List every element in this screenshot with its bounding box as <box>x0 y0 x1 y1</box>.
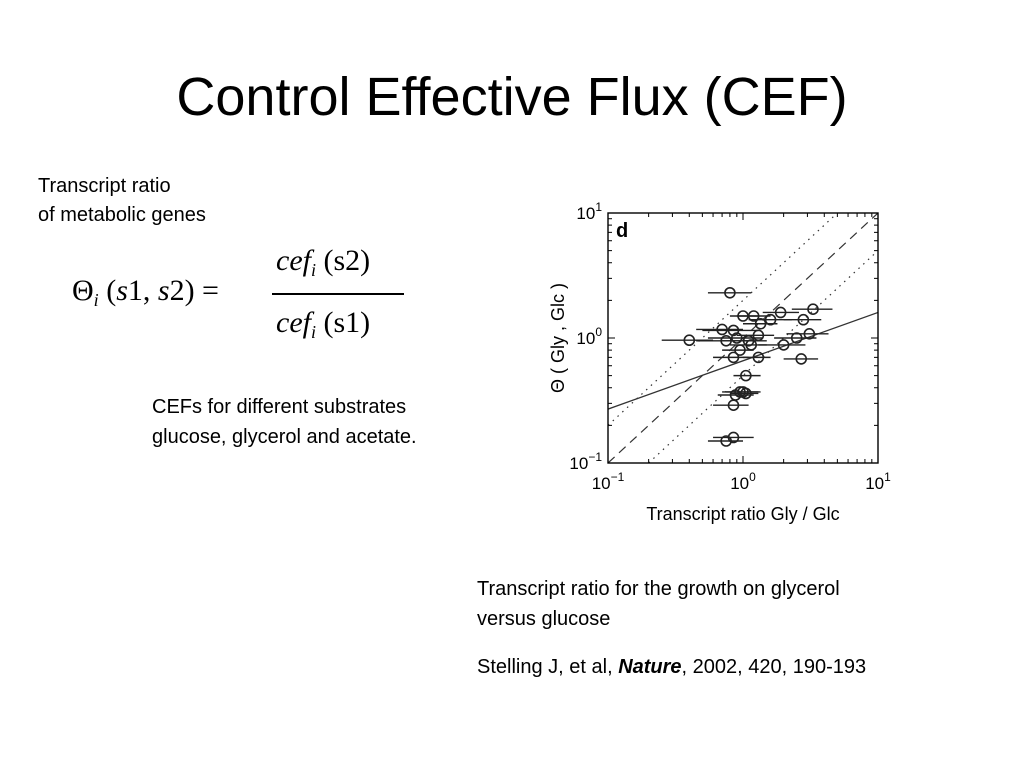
data-point <box>790 332 803 344</box>
formula-denominator: cefi (s1) <box>276 306 370 343</box>
transcript-ratio-note: Transcript ratio of metabolic genes <box>38 172 206 230</box>
data-point <box>734 344 746 356</box>
citation-journal: Nature <box>618 656 682 678</box>
data-point <box>731 332 743 344</box>
formula-args: (s1) <box>323 306 371 339</box>
formula-lhs: Θi (s1, s2) = <box>72 274 219 311</box>
formula-subscript: i <box>310 260 316 280</box>
formula-args: (s2) <box>323 244 371 277</box>
data-point <box>720 435 732 447</box>
slide-title: Control Effective Flux (CEF) <box>176 67 848 127</box>
data-point <box>807 303 819 315</box>
note-line: of metabolic genes <box>38 204 206 226</box>
data-point <box>727 351 740 364</box>
data-point <box>747 310 760 322</box>
cef-note: CEFs for different substrates glucose, g… <box>152 392 417 452</box>
formula-one: 1, <box>127 274 151 307</box>
formula-subscript: i <box>93 290 99 310</box>
chart-caption: Transcript ratio for the growth on glyce… <box>477 574 840 634</box>
fraction-bar <box>272 293 404 295</box>
panel-label: d <box>616 220 628 242</box>
data-point <box>777 339 790 351</box>
x-tick-label: 100 <box>730 470 756 493</box>
citation-suffix: , 2002, 420, 190-193 <box>681 656 867 678</box>
x-tick-label: 101 <box>865 470 891 493</box>
note-line: glucose, glycerol and acetate. <box>152 426 417 448</box>
citation-prefix: Stelling J, et al, <box>477 656 619 678</box>
formula-open-paren: ( <box>106 274 117 307</box>
data-point <box>727 399 740 412</box>
x-axis-label: Transcript ratio Gly / Glc <box>646 504 839 524</box>
data-point <box>752 351 765 364</box>
cef-scatter-chart: 10−1 100 101 10−1 100 101 Transcript ratio Gly… <box>548 200 891 524</box>
x-tick-label: 10−1 <box>592 470 625 493</box>
data-point <box>683 334 696 347</box>
data-point <box>774 306 787 319</box>
data-point <box>740 369 752 382</box>
caption-line: Transcript ratio for the growth on glyce… <box>477 578 840 600</box>
formula-numerator: cefi (s2) <box>276 244 370 281</box>
y-tick-label: 101 <box>576 200 602 223</box>
data-point <box>754 317 767 330</box>
note-line: Transcript ratio <box>38 175 171 197</box>
solid-reference-line <box>608 311 878 410</box>
dotted-reference-line <box>608 213 838 426</box>
data-point <box>797 313 810 326</box>
data-point <box>764 313 777 326</box>
data-point <box>716 323 728 336</box>
data-point <box>795 353 808 365</box>
y-tick-label: 100 <box>576 325 602 348</box>
formula-subscript: i <box>310 322 316 342</box>
citation: Stelling J, et al, Nature, 2002, 420, 19… <box>477 652 866 682</box>
formula-cef: cef <box>276 306 311 339</box>
data-point <box>803 328 816 340</box>
y-axis-label: Θ ( Gly , Glc ) <box>548 283 568 393</box>
formula-two-equals: 2) = <box>169 274 219 307</box>
data-point <box>724 286 736 299</box>
formula-s: s <box>116 274 128 307</box>
formula-theta: Θ <box>72 274 94 307</box>
caption-line: versus glucose <box>477 608 611 630</box>
cef-formula: Θi (s1, s2) = cefi (s2) cefi (s1) <box>72 244 412 358</box>
note-line: CEFs for different substrates <box>152 396 407 418</box>
data-point <box>752 329 765 342</box>
formula-s: s <box>157 274 170 307</box>
y-tick-label: 10−1 <box>569 450 602 473</box>
formula-cef: cef <box>276 244 311 277</box>
